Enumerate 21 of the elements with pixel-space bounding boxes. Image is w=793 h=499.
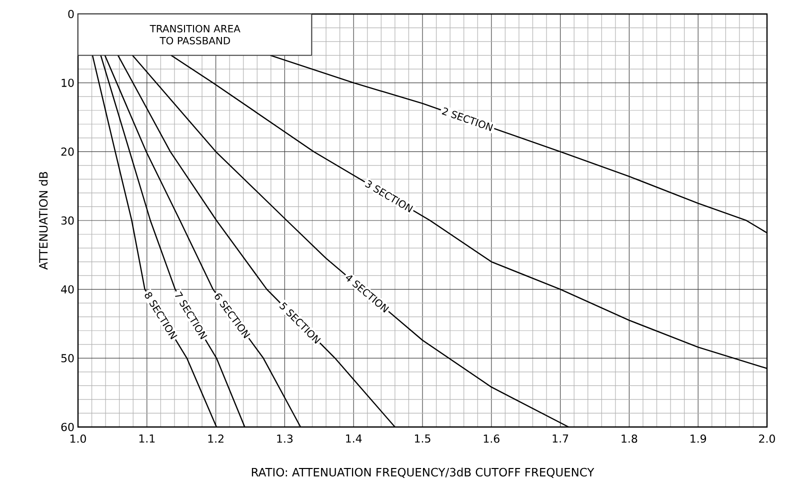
- x-tick-label: 2.0: [759, 434, 775, 443]
- y-tick-label: 50: [61, 354, 74, 362]
- x-tick-label: 1.1: [139, 434, 155, 442]
- y-tick-label: 20: [61, 148, 74, 156]
- y-tick-label: 30: [61, 216, 74, 225]
- x-axis-title: RATIO: ATTENUATION FREQUENCY/3dB CUTOFF FREQUENCY: [252, 468, 594, 478]
- x-tick-label: 1.4: [346, 434, 362, 442]
- x-tick-label: 1.2: [208, 434, 224, 443]
- x-tick-label: 1.5: [415, 434, 430, 443]
- y-tick-label: 10: [62, 78, 74, 87]
- x-tick-label: 1.0: [70, 434, 86, 443]
- y-tick-label: 0: [68, 10, 74, 18]
- band-label: TRANSITION AREA TO PASSBAND: [150, 24, 240, 44]
- x-tick-label: 1.3: [277, 434, 293, 443]
- y-tick-label: 40: [61, 285, 74, 294]
- x-tick-label: 1.8: [622, 434, 638, 443]
- x-tick-label: 1.9: [690, 434, 706, 443]
- x-tick-label: 1.7: [552, 434, 568, 442]
- y-tick-label: 60: [61, 422, 74, 432]
- y-axis-title: ATTENUATION dB: [38, 172, 48, 270]
- x-tick-label: 1.6: [484, 434, 500, 443]
